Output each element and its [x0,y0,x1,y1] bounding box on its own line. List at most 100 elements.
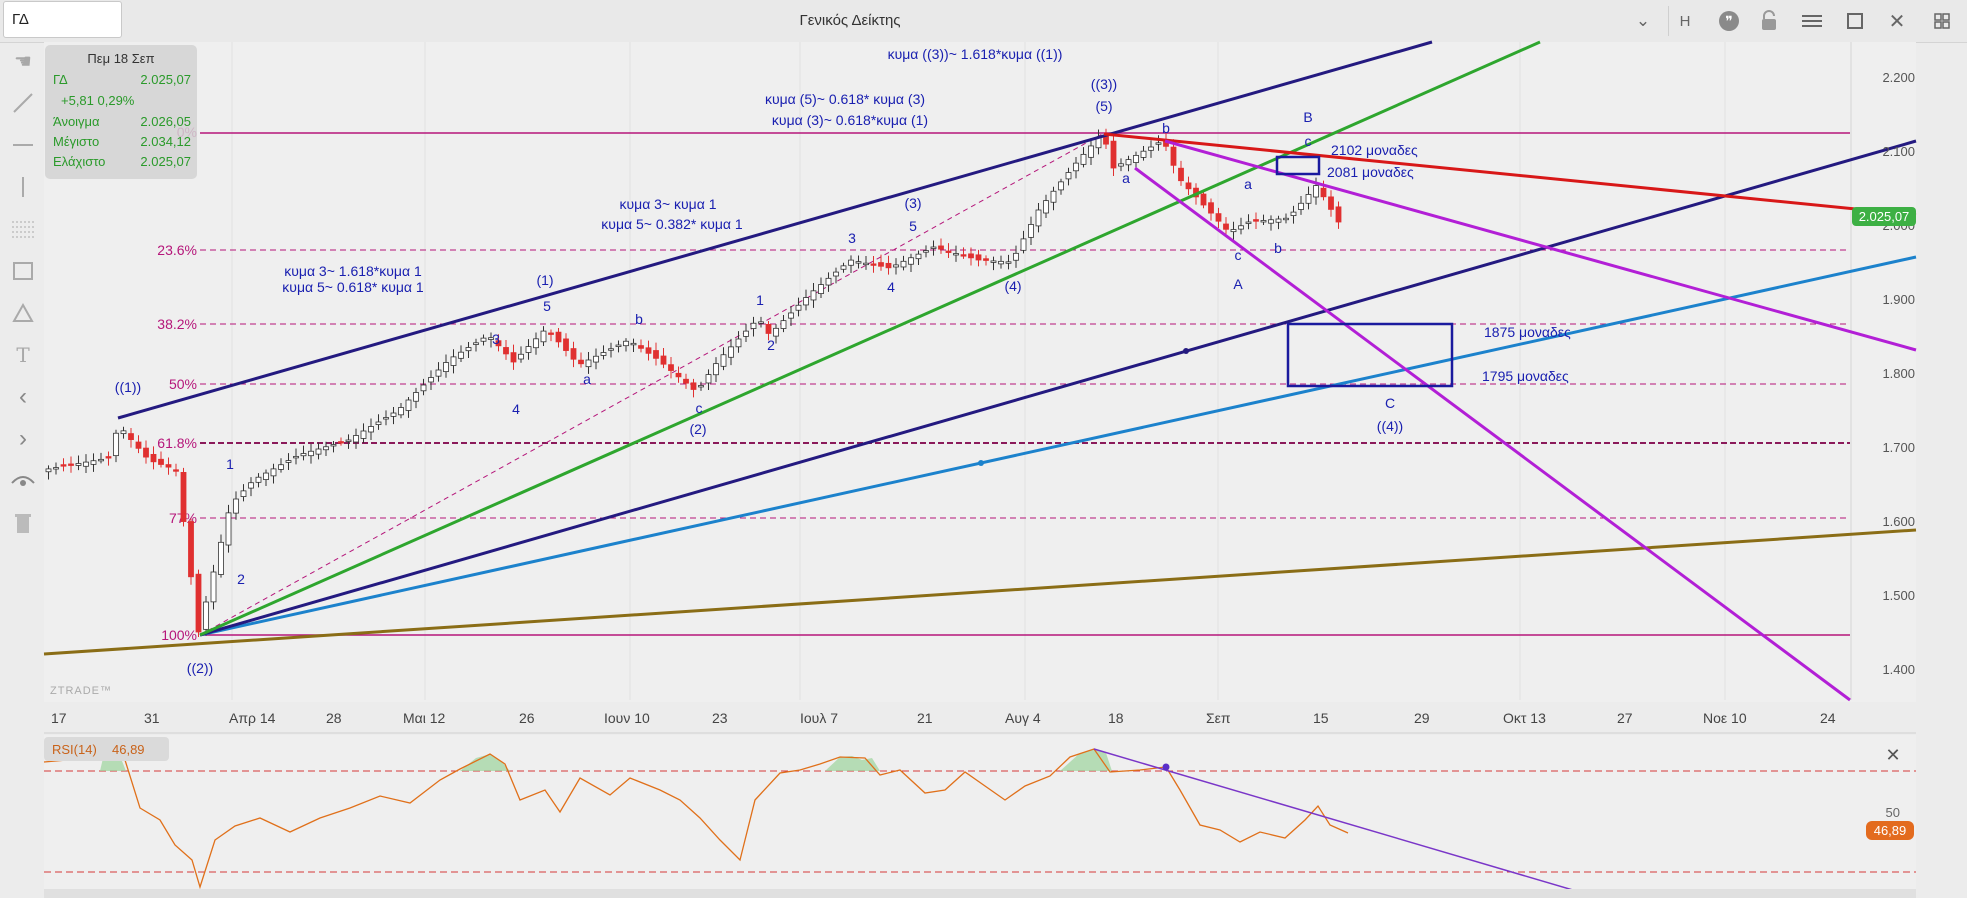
chevron-down-icon[interactable]: ⌄ [1635,11,1651,30]
separator [1668,6,1669,36]
candle-body [1185,182,1192,190]
trend-line-green[interactable] [199,40,1541,637]
text-tool-icon[interactable]: T [16,343,30,367]
symbol-input[interactable] [3,1,122,38]
date-tick: 28 [326,710,342,726]
candle-body [593,355,599,363]
candle-body [780,320,787,329]
trash-icon[interactable] [5,506,41,540]
candle-body [203,601,209,630]
trend-line-icon[interactable] [5,86,41,120]
candle-body [473,342,479,345]
candle-body [383,417,389,420]
toolbar-letter-button[interactable]: Η [1679,12,1691,30]
grid-layout-icon[interactable] [1925,6,1959,36]
channel-line-purple-lower[interactable] [1134,166,1851,702]
candle-body [135,441,142,449]
wave-label: 2 [767,337,775,353]
target-box-c[interactable] [1286,322,1454,388]
candle-body [525,346,532,353]
chevron-left-icon[interactable]: ‹ [19,383,27,410]
rsi-trend-line[interactable] [1093,748,1601,898]
candle-body [368,426,374,433]
trend-line-red[interactable] [1103,132,1917,217]
horizontal-line-icon[interactable] [5,128,41,162]
horizontal-scrollbar[interactable] [44,889,1916,898]
candle-body [315,448,322,455]
candle-body [623,340,629,347]
candle-body [1178,167,1184,182]
trend-lines[interactable] [43,40,1917,702]
candle-body [773,327,779,337]
chevron-right-icon[interactable]: › [19,425,27,452]
annotation-text: 1875 μοναδες [1484,324,1571,340]
candle-body [1253,219,1259,222]
candle-body [893,264,899,268]
triangle-icon[interactable] [5,296,41,330]
eye-icon[interactable] [5,464,41,498]
candle-body [1215,213,1222,222]
navy-line-anchor[interactable] [1183,348,1189,354]
price-tick: 1.700 [1882,440,1915,455]
rsi-badge-text: 46,89 [1874,823,1907,838]
rsi-pane[interactable]: RSI(14) 46,89 50 46,89 ✕ [43,735,1916,898]
candle-body [600,352,607,356]
candle-body [1058,181,1064,191]
candle-body [330,444,337,447]
fib-label-100: 100% [161,627,197,643]
fib-label-50: 50% [169,376,197,392]
candle-body [563,338,569,351]
maximize-icon[interactable] [1838,6,1872,36]
close-pane-icon[interactable]: ✕ [1885,745,1900,766]
trend-line-blue[interactable] [199,255,1917,637]
candle-body [323,446,329,451]
comment-icon[interactable]: ❞ [1712,6,1746,36]
unlock-icon[interactable] [1752,6,1786,36]
date-tick: 15 [1313,710,1329,726]
support-line-gold[interactable] [43,528,1917,656]
candle-body [668,364,674,371]
hand-icon[interactable]: ☚ [14,50,32,73]
candle-body [443,362,449,373]
candle-body [285,460,292,463]
candle-body [1073,162,1079,172]
vertical-line-icon[interactable] [5,170,41,204]
blue-line-anchor[interactable] [978,460,984,466]
candle-body [503,347,509,355]
candle-body [555,331,562,343]
menu-icon[interactable] [1795,6,1829,36]
rectangle-icon[interactable] [5,254,41,288]
trend-line-navy-lower[interactable] [199,139,1917,637]
candle-body [983,258,989,261]
wave-label: 3 [492,331,500,347]
candle-body [788,312,794,319]
date-tick: Σεπ [1206,710,1231,726]
candle-body [1148,146,1154,151]
close-icon[interactable]: ✕ [1888,10,1906,33]
info-date: Πεμ 18 Σεπ [87,51,155,66]
candle-body [300,453,307,457]
wave-label: A [1233,276,1243,292]
rsi-background [44,735,1916,889]
channel-line-navy-upper[interactable] [117,40,1433,420]
wave-label: 1 [756,292,764,308]
candle-body [128,433,134,440]
candle-body [83,461,89,467]
candle-body [713,363,719,376]
target-box-b[interactable] [1275,155,1321,176]
candle-body [1328,196,1334,210]
channel-line-purple-upper[interactable] [1164,139,1917,352]
candle-body [570,348,577,360]
candle-body [855,261,862,264]
candle-body [375,421,382,425]
date-tick: 21 [917,710,933,726]
wave-label: (2) [689,421,706,437]
candle-body [458,351,464,359]
candle-body [113,432,119,457]
rsi-trend-anchor[interactable] [1162,763,1170,771]
info-value: 2.025,07 [140,154,191,169]
rsi-overbought-area [1060,749,1112,771]
annotation-text: 2102 μοναδες [1331,142,1418,158]
wave-label: a [1244,176,1252,192]
